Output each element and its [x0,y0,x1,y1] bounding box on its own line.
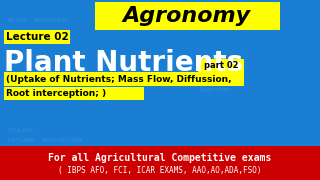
Text: TILLAGE: TILLAGE [8,128,34,133]
Text: Agronomy: Agronomy [123,6,251,26]
Bar [4,72,244,86]
Text: Oilseed: Oilseed [200,79,223,84]
Text: Pulses ->: Pulses -> [200,71,229,76]
Text: Root interception; ): Root interception; ) [6,89,106,98]
Text: Sugarcane-: Sugarcane- [200,87,233,92]
Bar [198,59,244,72]
Bar [0,146,320,180]
Text: DRYLAND  AGRICULTURE: DRYLAND AGRICULTURE [8,138,83,143]
Text: PLANT  NUTRIENTS: PLANT NUTRIENTS [8,18,68,23]
Text: CROP  PRODUCTION: CROP PRODUCTION [185,6,245,11]
Bar [4,30,70,44]
Text: ( IBPS AFO, FCI, ICAR EXAMS, AAO,AO,ADA,FSO): ( IBPS AFO, FCI, ICAR EXAMS, AAO,AO,ADA,… [58,165,262,174]
Text: (Uptake of Nutrients; Mass Flow, Diffussion,: (Uptake of Nutrients; Mass Flow, Diffuss… [6,75,231,84]
Bar [95,2,280,30]
Bar [4,87,144,100]
Text: part 02: part 02 [204,60,238,69]
Text: Lecture 02: Lecture 02 [6,32,68,42]
Text: Plant Nutrients: Plant Nutrients [4,49,243,77]
Text: For all Agricultural Competitive exams: For all Agricultural Competitive exams [48,153,272,163]
